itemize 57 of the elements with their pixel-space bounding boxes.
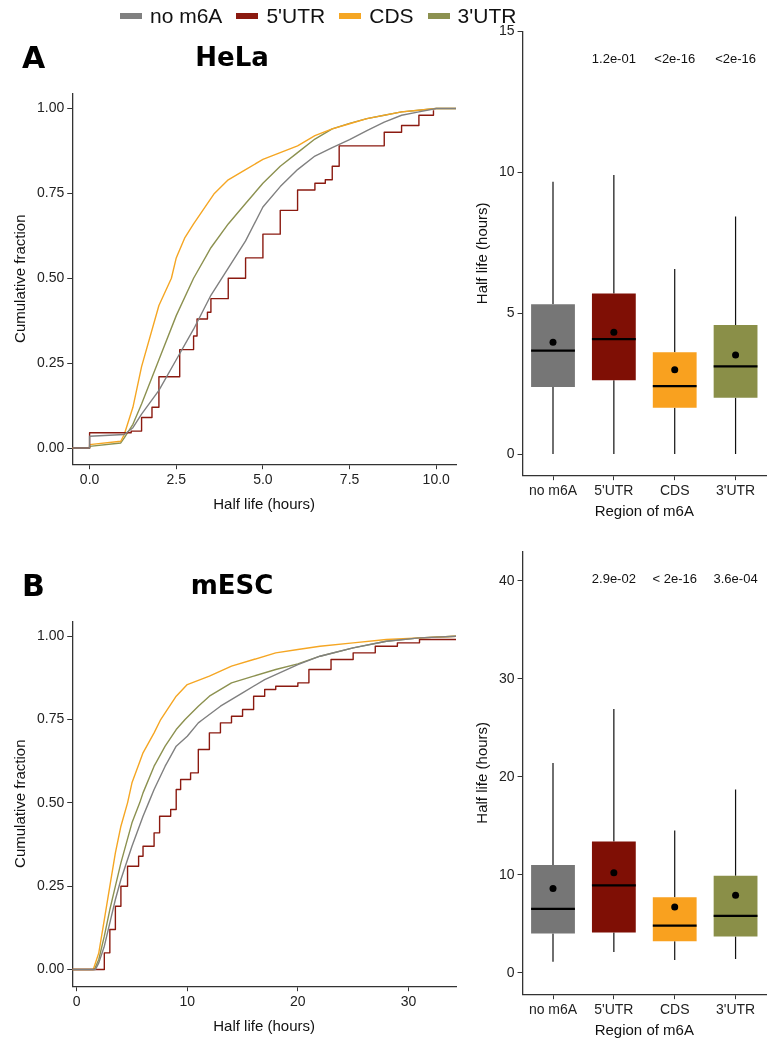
x-tick-label: no m6A xyxy=(528,1001,578,1018)
y-tick-label: 0.75 xyxy=(37,184,65,201)
y-tick-label: 0.75 xyxy=(37,710,65,727)
legend-label: no m6A xyxy=(150,4,223,28)
legend-label: 5'UTR xyxy=(266,4,326,28)
y-tick-label: 20 xyxy=(498,767,515,784)
legend-label: CDS xyxy=(369,4,414,28)
x-axis-title: Region of m6A xyxy=(594,1021,694,1039)
annotation: 1.2e-01 xyxy=(591,50,636,66)
y-tick-label: 0.00 xyxy=(37,960,65,977)
y-tick-label: 0 xyxy=(506,963,515,980)
y-axis-title: Cumulative fraction xyxy=(11,739,29,868)
y-axis-title: Cumulative fraction xyxy=(11,214,29,343)
x-tick-label: 7.5 xyxy=(339,471,360,488)
annotation: < 2e-16 xyxy=(652,570,697,586)
annotation: 3.6e-04 xyxy=(713,570,758,586)
chart-title: HeLa xyxy=(195,42,269,73)
y-tick-label: 5 xyxy=(506,304,515,321)
y-tick-label: 15 xyxy=(498,22,515,39)
y-axis-title: Half life (hours) xyxy=(473,721,491,824)
x-tick-label: 5'UTR xyxy=(594,482,634,499)
x-axis-title: Region of m6A xyxy=(594,502,694,520)
y-tick-label: 1.00 xyxy=(37,627,65,644)
x-tick-label: 10 xyxy=(179,993,196,1010)
x-tick-label: CDS xyxy=(659,482,690,499)
x-tick-label: 0 xyxy=(72,993,81,1010)
chart-title: mESC xyxy=(190,570,274,601)
x-tick-label: 5.0 xyxy=(253,471,273,488)
y-axis-title: Half life (hours) xyxy=(473,202,491,305)
text: B xyxy=(22,568,45,603)
y-tick-label: 0.50 xyxy=(37,269,65,286)
y-tick-label: 30 xyxy=(498,669,515,686)
x-tick-label: 30 xyxy=(400,993,417,1010)
annotation: 2.9e-02 xyxy=(591,570,636,586)
y-tick-label: 0 xyxy=(506,444,515,461)
x-tick-label: 20 xyxy=(290,993,306,1010)
text: A xyxy=(22,40,46,75)
annotation: <2e-16 xyxy=(715,50,756,66)
y-tick-label: 1.00 xyxy=(37,99,65,116)
x-tick-label: 3'UTR xyxy=(715,482,756,499)
x-tick-label: 0.0 xyxy=(79,471,100,488)
y-tick-label: 0.00 xyxy=(37,438,65,455)
x-axis-title: Half life (hours) xyxy=(213,495,315,513)
y-tick-label: 40 xyxy=(498,571,515,588)
y-tick-label: 10 xyxy=(498,163,515,180)
y-tick-label: 0.25 xyxy=(37,877,65,894)
annotation: <2e-16 xyxy=(654,50,696,66)
x-tick-label: 5'UTR xyxy=(594,1001,634,1018)
x-tick-label: no m6A xyxy=(528,482,578,499)
y-tick-label: 0.50 xyxy=(37,793,65,810)
x-tick-label: 10.0 xyxy=(422,471,451,488)
y-tick-label: 0.25 xyxy=(37,354,65,371)
x-axis-title: Half life (hours) xyxy=(213,1017,315,1035)
y-tick-label: 10 xyxy=(498,865,515,882)
x-tick-label: CDS xyxy=(659,1001,690,1018)
x-tick-label: 3'UTR xyxy=(715,1001,756,1018)
x-tick-label: 2.5 xyxy=(166,471,187,488)
